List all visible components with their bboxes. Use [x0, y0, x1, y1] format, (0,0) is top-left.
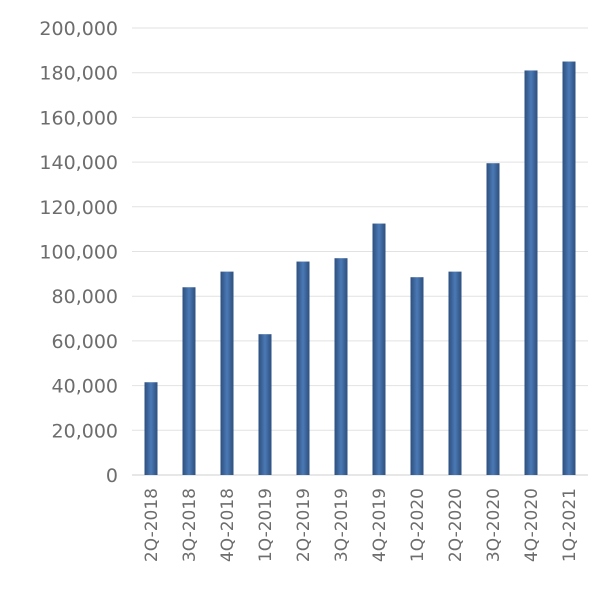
x-tick-label: 3Q-2018	[180, 488, 200, 562]
y-tick-label: 200,000	[39, 18, 118, 40]
bar-4Q-2019	[372, 223, 386, 475]
y-tick-label: 120,000	[39, 197, 118, 219]
bar-2Q-2018	[144, 382, 158, 475]
bar-3Q-2019	[334, 258, 348, 475]
y-tick-label: 80,000	[52, 286, 118, 308]
bar-3Q-2018	[182, 287, 196, 475]
x-tick-label: 3Q-2020	[484, 488, 504, 562]
y-tick-label: 20,000	[52, 420, 118, 442]
y-tick-label: 180,000	[39, 63, 118, 85]
x-axis-ticks: 2Q-2018 3Q-2018 4Q-2018 1Q-2019 2Q-2019 3Q-20…	[142, 488, 580, 562]
x-tick-label: 4Q-2018	[218, 488, 238, 562]
x-tick-label: 2Q-2020	[446, 488, 466, 562]
bar-4Q-2020	[524, 70, 538, 475]
y-tick-label: 40,000	[52, 376, 118, 398]
x-tick-label: 2Q-2019	[294, 488, 314, 562]
bar-2Q-2019	[296, 261, 310, 475]
y-tick-label: 100,000	[39, 242, 118, 264]
x-tick-label: 4Q-2019	[370, 488, 390, 562]
grid-layer	[132, 27, 588, 476]
y-tick-label: 60,000	[52, 331, 118, 353]
x-tick-label: 1Q-2021	[560, 488, 580, 562]
bar-1Q-2019	[258, 334, 272, 475]
x-tick-label: 1Q-2020	[408, 488, 428, 562]
y-tick-label: 0	[106, 465, 118, 487]
x-tick-label: 4Q-2020	[522, 488, 542, 562]
y-tick-label: 160,000	[39, 107, 118, 129]
x-tick-label: 2Q-2018	[142, 488, 162, 562]
bar-3Q-2020	[486, 163, 500, 475]
bar-1Q-2021	[562, 61, 576, 476]
bar-4Q-2018	[220, 271, 234, 475]
x-tick-label: 1Q-2019	[256, 488, 276, 562]
bar-layer	[144, 61, 576, 476]
bar-2Q-2020	[448, 271, 462, 475]
bar-1Q-2020	[410, 277, 424, 475]
y-axis-ticks: 0 20,000 40,000 60,000 80,000 100,000 120,000 1…	[39, 18, 118, 487]
y-tick-label: 140,000	[39, 152, 118, 174]
x-tick-label: 3Q-2019	[332, 488, 352, 562]
